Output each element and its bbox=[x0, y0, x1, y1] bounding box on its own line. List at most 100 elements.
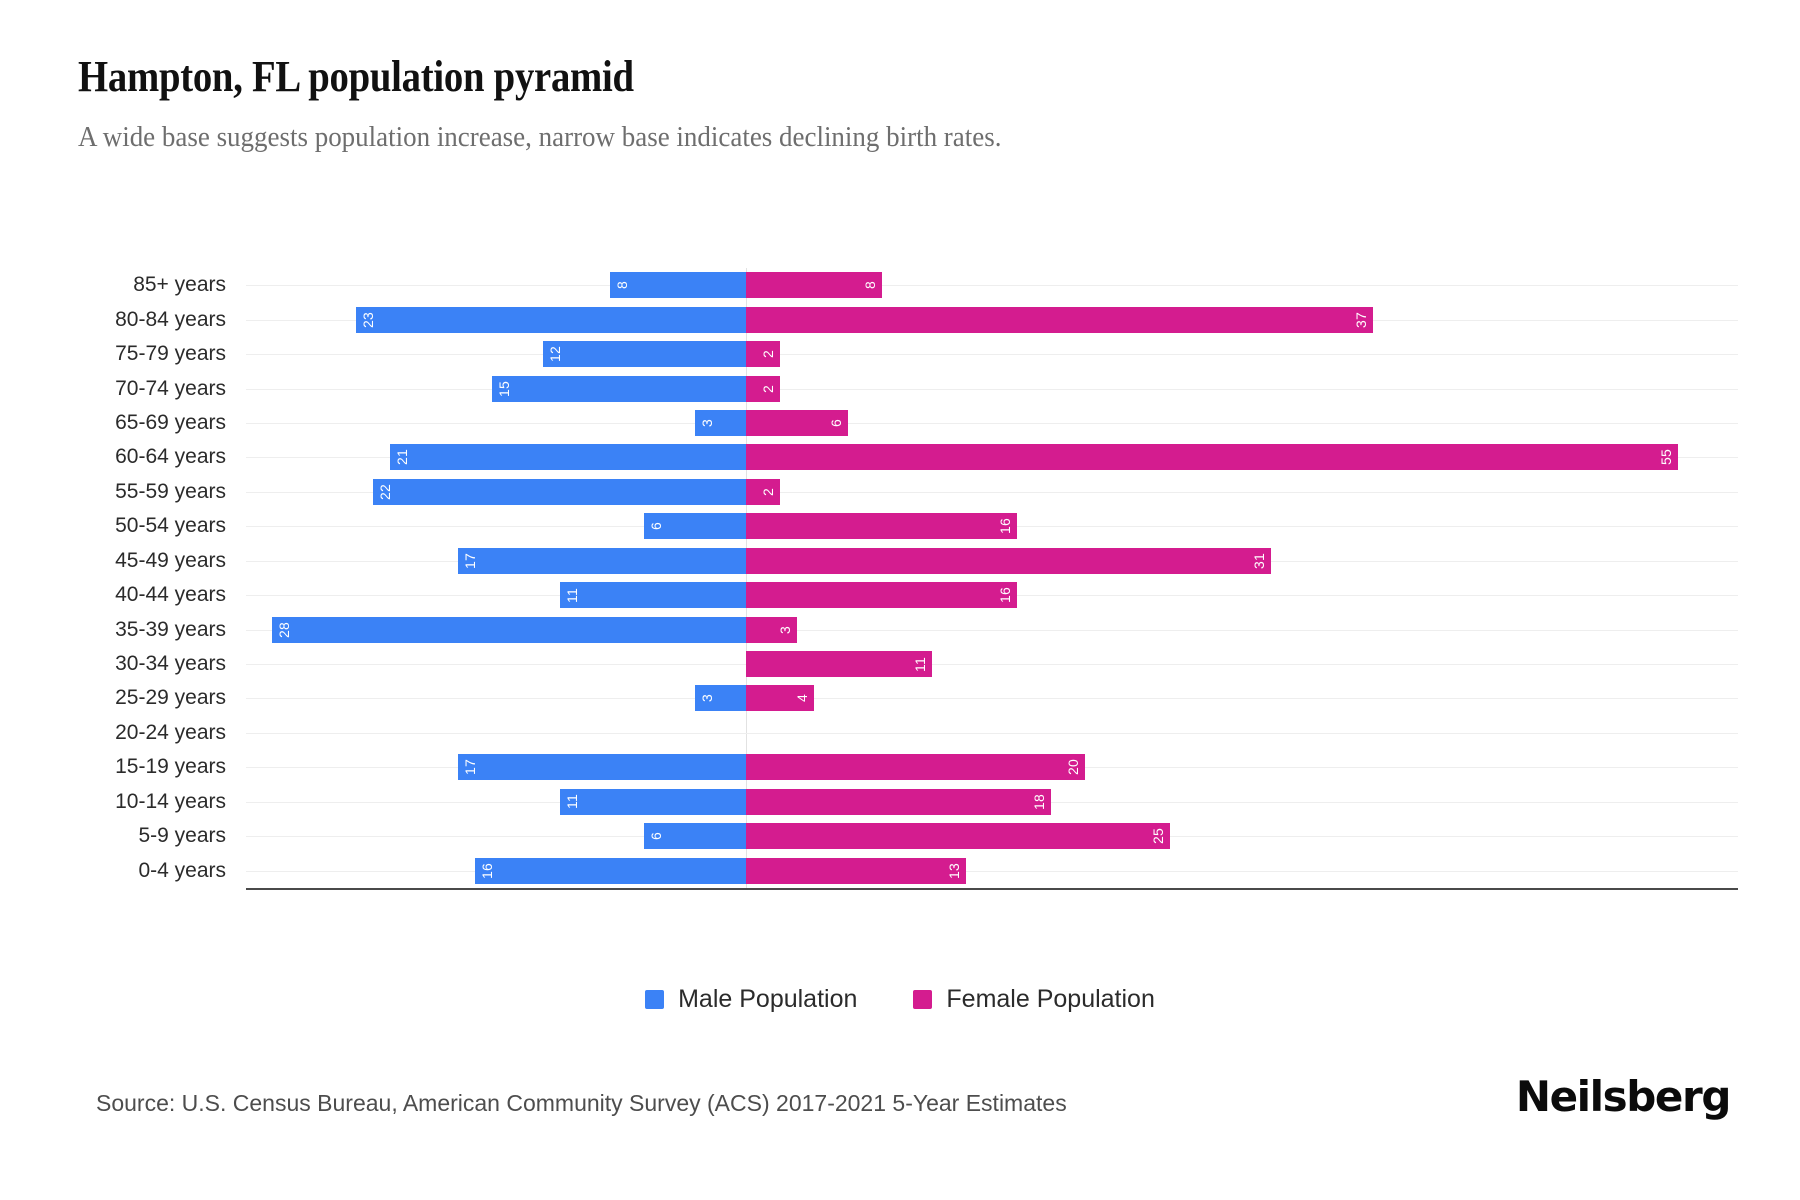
brand-logo: Neilsberg bbox=[1515, 1072, 1732, 1121]
bar-female[interactable]: 2 bbox=[746, 478, 780, 505]
table-row: 6 16 bbox=[246, 509, 1738, 543]
y-axis-label: 75-79 years bbox=[115, 342, 226, 366]
bar-male[interactable]: 22 bbox=[373, 478, 746, 505]
table-row: 11 18 bbox=[246, 785, 1738, 819]
bar-male[interactable]: 8 bbox=[610, 272, 746, 299]
bar-male[interactable]: 15 bbox=[491, 375, 746, 402]
table-row: 22 2 bbox=[246, 475, 1738, 509]
bar-value-male: 11 bbox=[563, 794, 580, 810]
y-axis-labels: 85+ years 80-84 years 75-79 years 70-74 yea… bbox=[78, 268, 238, 888]
bar-value-male: 17 bbox=[461, 759, 478, 776]
bar-value-female: 2 bbox=[759, 487, 776, 496]
bar-female[interactable]: 2 bbox=[746, 375, 780, 402]
gridline bbox=[246, 422, 1738, 424]
bar-value-male: 6 bbox=[648, 832, 665, 841]
gridline bbox=[246, 629, 1738, 631]
bar-female[interactable]: 18 bbox=[746, 788, 1052, 815]
plot-area: 85+ years 80-84 years 75-79 years 70-74 yea… bbox=[78, 268, 1738, 908]
bar-male[interactable]: 3 bbox=[695, 409, 746, 436]
legend-label-female: Female Population bbox=[946, 985, 1155, 1013]
bar-male[interactable]: 28 bbox=[271, 616, 746, 643]
gridline bbox=[246, 732, 1738, 734]
bar-male[interactable]: 6 bbox=[644, 513, 746, 540]
bar-male[interactable]: 21 bbox=[390, 444, 746, 471]
bar-value-female: 13 bbox=[946, 862, 963, 879]
bar-value-male: 12 bbox=[546, 346, 563, 363]
bar-female[interactable]: 55 bbox=[746, 444, 1678, 471]
chart-subtitle: A wide base suggests population increase… bbox=[78, 121, 1002, 153]
bar-value-female: 18 bbox=[1031, 793, 1048, 810]
bar-value-male: 28 bbox=[275, 621, 292, 638]
y-axis-label: 0-4 years bbox=[138, 858, 226, 882]
bar-value-male: 8 bbox=[614, 281, 631, 290]
y-axis-label: 55-59 years bbox=[115, 479, 226, 503]
bar-value-male: 23 bbox=[360, 311, 377, 328]
bar-male[interactable]: 11 bbox=[559, 582, 746, 609]
y-axis-label: 20-24 years bbox=[115, 720, 226, 744]
y-axis-label: 30-34 years bbox=[115, 652, 226, 676]
table-row bbox=[246, 716, 1738, 750]
bar-female[interactable]: 4 bbox=[746, 685, 814, 712]
bar-female[interactable]: 2 bbox=[746, 341, 780, 368]
page-title: Hampton, FL population pyramid bbox=[78, 52, 634, 101]
bar-male[interactable]: 23 bbox=[356, 306, 746, 333]
source-note: Source: U.S. Census Bureau, American Com… bbox=[96, 1090, 1067, 1116]
legend-label-male: Male Population bbox=[678, 985, 858, 1013]
gridline bbox=[246, 870, 1738, 872]
gridline bbox=[246, 698, 1738, 700]
bar-value-female: 16 bbox=[997, 518, 1014, 535]
bar-value-female: 37 bbox=[1352, 311, 1369, 328]
bar-value-male: 3 bbox=[699, 418, 716, 427]
legend-item-male[interactable]: Male Population bbox=[645, 985, 857, 1014]
y-axis-label: 5-9 years bbox=[138, 824, 226, 848]
bar-value-female: 8 bbox=[861, 281, 878, 290]
y-axis-label: 70-74 years bbox=[115, 376, 226, 400]
bar-female[interactable]: 13 bbox=[746, 857, 967, 884]
chart-header: Hampton, FL population pyramid A wide ba… bbox=[78, 50, 1718, 158]
bar-value-male: 16 bbox=[478, 862, 495, 879]
bar-value-female: 20 bbox=[1064, 759, 1081, 776]
center-axis-line bbox=[746, 268, 747, 888]
bar-female[interactable]: 20 bbox=[746, 754, 1085, 781]
bar-value-female: 11 bbox=[912, 656, 929, 672]
bar-value-female: 2 bbox=[759, 350, 776, 359]
bar-value-female: 2 bbox=[759, 384, 776, 393]
y-axis-label: 80-84 years bbox=[115, 307, 226, 331]
table-row: 21 55 bbox=[246, 440, 1738, 474]
bar-female[interactable]: 11 bbox=[746, 651, 933, 678]
y-axis-label: 65-69 years bbox=[115, 410, 226, 434]
bar-male[interactable]: 11 bbox=[559, 788, 746, 815]
bar-value-male: 17 bbox=[461, 552, 478, 569]
table-row: 11 16 bbox=[246, 578, 1738, 612]
bar-male[interactable]: 17 bbox=[457, 547, 746, 574]
bar-male[interactable]: 17 bbox=[457, 754, 746, 781]
gridline bbox=[246, 354, 1738, 356]
bar-male[interactable]: 12 bbox=[542, 341, 746, 368]
bar-value-female: 55 bbox=[1658, 449, 1674, 466]
bar-male[interactable]: 3 bbox=[695, 685, 746, 712]
bar-male[interactable]: 16 bbox=[474, 857, 746, 884]
bar-value-male: 6 bbox=[648, 522, 665, 531]
legend-swatch-male-icon bbox=[645, 990, 665, 1009]
bar-female[interactable]: 16 bbox=[746, 513, 1018, 540]
bar-female[interactable]: 8 bbox=[746, 272, 882, 299]
table-row: 17 20 bbox=[246, 750, 1738, 784]
bar-female[interactable]: 37 bbox=[746, 306, 1373, 333]
bar-female[interactable]: 16 bbox=[746, 582, 1018, 609]
bar-female[interactable]: 25 bbox=[746, 823, 1170, 850]
bar-female[interactable]: 6 bbox=[746, 409, 848, 436]
legend-item-female[interactable]: Female Population bbox=[913, 985, 1155, 1014]
table-row: 15 2 bbox=[246, 371, 1738, 405]
table-row: 28 3 bbox=[246, 612, 1738, 646]
table-row: 12 2 bbox=[246, 337, 1738, 371]
bar-female[interactable]: 3 bbox=[746, 616, 797, 643]
x-axis-baseline bbox=[246, 888, 1738, 890]
bar-value-female: 25 bbox=[1149, 828, 1166, 845]
bar-female[interactable]: 31 bbox=[746, 547, 1272, 574]
gridline bbox=[246, 664, 1738, 666]
bar-male[interactable]: 6 bbox=[644, 823, 746, 850]
table-row: 6 25 bbox=[246, 819, 1738, 853]
